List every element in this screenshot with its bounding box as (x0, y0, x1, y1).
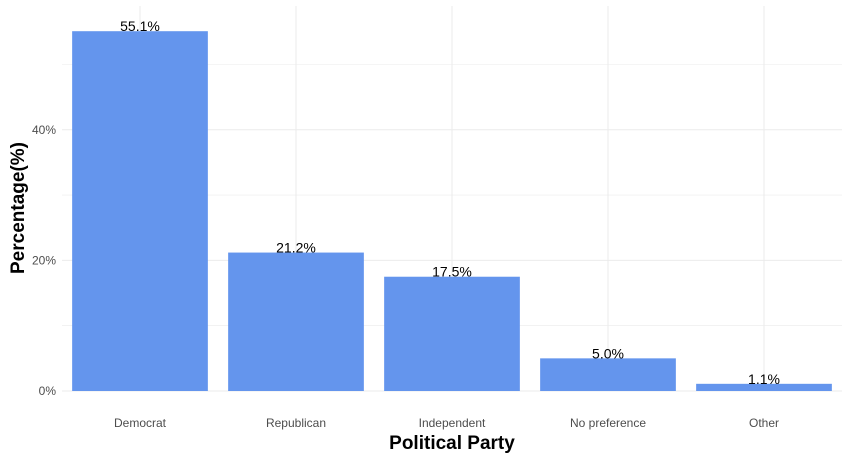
bar-independent (384, 276, 520, 391)
y-axis-title: Percentage(%) (8, 142, 29, 274)
y-tick-label: 40% (32, 123, 56, 137)
data-label: 55.1% (120, 18, 160, 34)
bar-other (696, 383, 832, 391)
x-tick-label: No preference (570, 416, 646, 430)
x-tick-label: Republican (266, 416, 326, 430)
x-axis-title: Political Party (389, 433, 515, 454)
data-label: 21.2% (276, 240, 316, 256)
bar-no-preference (540, 358, 676, 391)
bars (72, 31, 832, 392)
x-axis-ticks: Democrat Republican Independent No preferen… (114, 416, 779, 430)
data-label: 17.5% (432, 264, 472, 280)
x-tick-label: Other (749, 416, 779, 430)
x-tick-label: Independent (419, 416, 486, 430)
y-tick-label: 20% (32, 253, 56, 267)
bar-republican (228, 252, 364, 391)
x-tick-label: Democrat (114, 416, 167, 430)
data-labels: 55.1% 21.2% 17.5% 5.0% 1.1% (120, 18, 780, 387)
bar-democrat (72, 31, 208, 392)
y-tick-label: 0% (39, 384, 57, 398)
data-label: 5.0% (592, 345, 624, 361)
data-label: 1.1% (748, 371, 780, 387)
y-axis-ticks: 0% 20% 40% (32, 123, 56, 398)
